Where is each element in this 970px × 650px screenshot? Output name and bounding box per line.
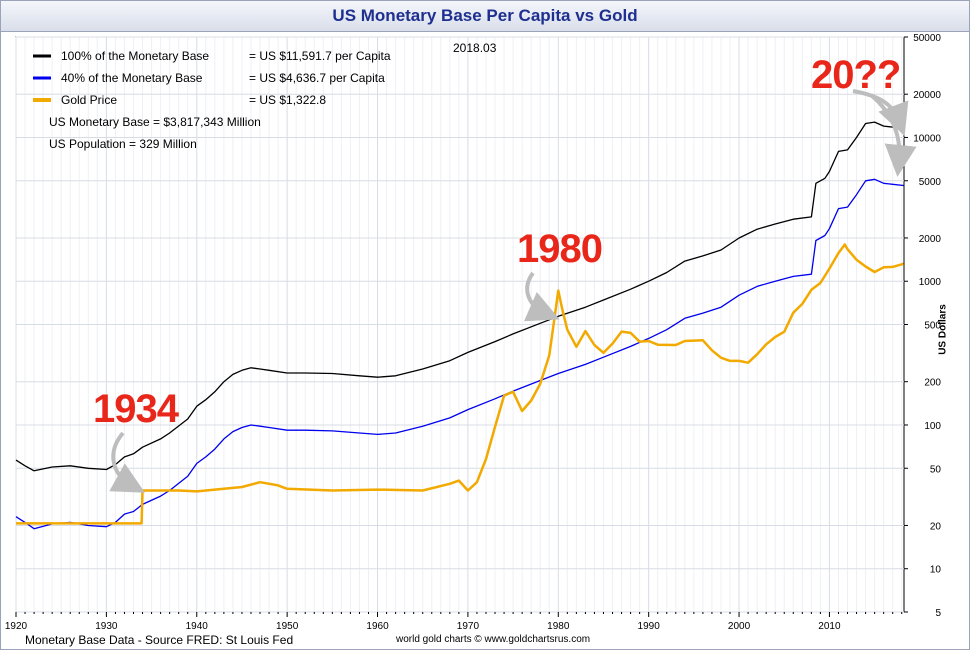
- date-label: 2018.03: [453, 41, 497, 55]
- legend-label-gold: Gold Price: [61, 93, 117, 107]
- tick-label-y: 50: [930, 464, 942, 475]
- tick-label-y: 20000: [913, 90, 941, 101]
- tick-label-y: 10000: [913, 133, 941, 144]
- tick-label-x: 1940: [186, 621, 209, 632]
- chart-title: US Monetary Base Per Capita vs Gold: [1, 1, 969, 32]
- series-line-base100: [15, 121, 904, 472]
- tick-label-y: 2000: [919, 234, 942, 245]
- tick-label-y: 10: [930, 565, 942, 576]
- footer-credit: world gold charts © www.goldchartsrus.co…: [396, 634, 591, 645]
- tick-label-x: 2010: [818, 621, 841, 632]
- tick-label-y: 100: [924, 421, 941, 432]
- footer-source: Monetary Base Data - Source FRED: St Lou…: [25, 633, 294, 647]
- arrow-20xx-b: [869, 93, 917, 177]
- arrow-1980: [523, 271, 560, 322]
- series-layer: [15, 121, 904, 530]
- tick-label-x: 1960: [366, 621, 389, 632]
- y-axis-label: US Dollars: [937, 304, 949, 355]
- legend-value-base40: = US $4,636.7 per Capita: [249, 71, 385, 85]
- annotation-1934: 1934: [93, 387, 179, 431]
- tick-label-y: 5000: [919, 177, 942, 188]
- tick-label-y: 200: [924, 378, 941, 389]
- tick-layer: 5 10 20 50 100 200 500 1000 2000 5000 10000 20000 50…: [5, 33, 942, 632]
- annotation-1980: 1980: [517, 227, 603, 271]
- legend-value-gold: = US $1,322.8: [249, 93, 326, 107]
- info-population: US Population = 329 Million: [49, 137, 197, 151]
- tick-label-x: 1920: [5, 621, 28, 632]
- grid-layer: [15, 36, 904, 613]
- tick-label-x: 1930: [95, 621, 118, 632]
- legend-label-base40: 40% of the Monetary Base: [61, 71, 203, 85]
- legend-value-base100: = US $11,591.7 per Capita: [249, 49, 391, 63]
- tick-label-y: 1000: [919, 277, 942, 288]
- arrow-1934: [109, 431, 145, 493]
- tick-label-y: 500: [924, 321, 941, 332]
- arrow-20xx-a: [852, 89, 909, 136]
- tick-label-x: 1950: [276, 621, 299, 632]
- tick-label-x: 1990: [638, 621, 661, 632]
- tick-label-x: 1980: [547, 621, 570, 632]
- info-monetary-base: US Monetary Base = $3,817,343 Million: [49, 115, 261, 129]
- tick-label-y: 5: [935, 608, 941, 619]
- series-line-gold: [16, 243, 904, 525]
- tick-label-y: 20: [930, 521, 942, 532]
- annotation-20xx: 20??: [811, 53, 901, 97]
- tick-label-x: 1970: [457, 621, 480, 632]
- tick-label-y: 50000: [913, 33, 941, 44]
- legend-label-base100: 100% of the Monetary Base: [61, 49, 209, 63]
- legend: 100% of the Monetary Base = US $11,591.7…: [33, 49, 391, 151]
- tick-label-x: 2000: [728, 621, 751, 632]
